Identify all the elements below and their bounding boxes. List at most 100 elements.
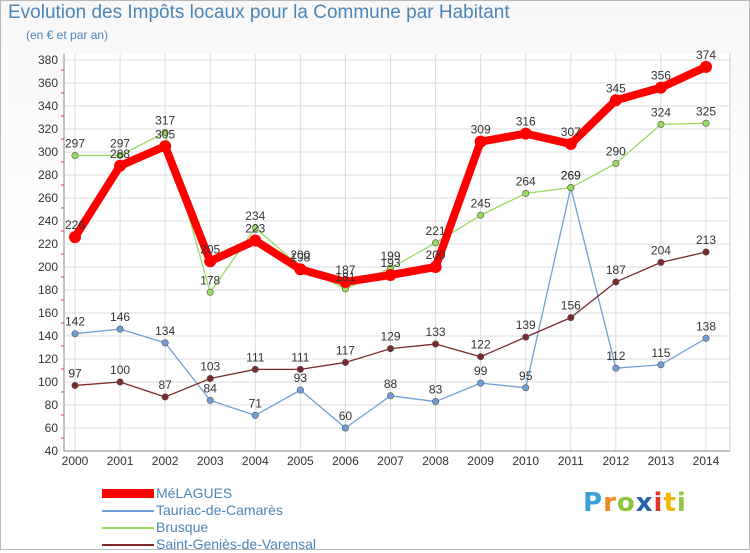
data-label-melagues: 305 bbox=[155, 127, 175, 141]
x-tick-label: 2014 bbox=[693, 454, 720, 468]
data-label-melagues: 345 bbox=[606, 81, 626, 95]
point-brusque bbox=[251, 224, 259, 232]
data-label-saint-genies-de-varensal: 111 bbox=[291, 350, 310, 364]
data-label-tauriac-de-camares: 146 bbox=[110, 310, 130, 324]
proxiti-logo: Proxiti bbox=[583, 488, 687, 518]
data-label-tauriac-de-camares: 134 bbox=[155, 324, 175, 338]
x-tick-label: 2001 bbox=[107, 454, 134, 468]
data-label-melagues: 374 bbox=[696, 48, 716, 62]
chart-subtitle: (en € et par an) bbox=[26, 28, 109, 42]
legend-swatch bbox=[102, 527, 154, 529]
data-label-melagues: 205 bbox=[200, 242, 220, 256]
data-label-melagues: 198 bbox=[290, 250, 310, 264]
point-melagues bbox=[474, 135, 487, 148]
data-label-melagues: 316 bbox=[516, 115, 536, 129]
legend-label: Tauriac-de-Camarès bbox=[156, 502, 283, 518]
point-brusque bbox=[702, 119, 710, 127]
y-tick-label: 220 bbox=[38, 237, 58, 251]
data-label-saint-genies-de-varensal: 139 bbox=[516, 318, 536, 332]
data-label-brusque: 200 bbox=[290, 248, 310, 262]
legend-swatch bbox=[102, 544, 154, 546]
legend-label: MéLAGUES bbox=[156, 485, 233, 501]
data-label-saint-genies-de-varensal: 122 bbox=[471, 338, 491, 352]
point-brusque bbox=[657, 120, 665, 128]
logo-letter: t bbox=[663, 488, 677, 518]
logo-letter: P bbox=[583, 488, 604, 518]
point-saint-genies-de-varensal bbox=[206, 375, 214, 383]
logo-letter: i bbox=[676, 488, 687, 518]
data-label-brusque: 234 bbox=[245, 209, 265, 223]
data-label-melagues: 226 bbox=[65, 218, 85, 232]
data-label-brusque: 181 bbox=[335, 270, 355, 284]
y-tick-label: 160 bbox=[38, 306, 58, 320]
y-tick-label: 280 bbox=[38, 168, 58, 182]
point-brusque bbox=[116, 151, 124, 159]
x-tick-label: 2006 bbox=[332, 454, 359, 468]
data-label-saint-genies-de-varensal: 213 bbox=[696, 233, 716, 247]
point-melagues bbox=[339, 275, 352, 288]
point-melagues bbox=[159, 140, 172, 153]
legend-label: Saint-Geniès-de-Varensal bbox=[156, 536, 317, 552]
logo-letter: o bbox=[616, 488, 636, 518]
data-label-melagues: 288 bbox=[110, 147, 130, 161]
y-tick-label: 380 bbox=[38, 53, 58, 67]
x-tick-label: 2010 bbox=[512, 454, 539, 468]
data-label-brusque: 297 bbox=[110, 136, 130, 150]
x-tick-label: 2013 bbox=[648, 454, 675, 468]
data-label-melagues: 193 bbox=[380, 256, 400, 270]
legend-label: Brusque bbox=[156, 519, 209, 535]
data-label-saint-genies-de-varensal: 129 bbox=[380, 330, 400, 344]
point-melagues bbox=[114, 159, 127, 172]
logo-letter: r bbox=[603, 488, 617, 518]
point-tauriac-de-camares bbox=[71, 330, 79, 338]
data-label-saint-genies-de-varensal: 204 bbox=[651, 243, 671, 257]
point-tauriac-de-camares bbox=[341, 424, 349, 432]
data-label-melagues: 187 bbox=[335, 263, 355, 277]
data-label-saint-genies-de-varensal: 87 bbox=[158, 378, 172, 392]
data-label-tauriac-de-camares: 269 bbox=[561, 169, 581, 183]
point-melagues bbox=[69, 231, 81, 244]
data-label-saint-genies-de-varensal: 100 bbox=[110, 363, 130, 377]
point-brusque bbox=[432, 239, 440, 247]
point-saint-genies-de-varensal bbox=[702, 248, 710, 256]
point-tauriac-de-camares bbox=[432, 398, 440, 406]
data-label-brusque: 178 bbox=[200, 273, 220, 287]
data-label-tauriac-de-camares: 83 bbox=[429, 383, 443, 397]
y-tick-label: 40 bbox=[45, 444, 59, 458]
data-label-melagues: 307 bbox=[561, 125, 581, 139]
y-tick-label: 320 bbox=[38, 122, 58, 136]
point-saint-genies-de-varensal bbox=[657, 258, 665, 266]
data-label-tauriac-de-camares: 138 bbox=[696, 319, 716, 333]
plot-area bbox=[64, 54, 730, 451]
point-brusque bbox=[567, 184, 575, 192]
point-brusque bbox=[522, 189, 530, 197]
data-label-tauriac-de-camares: 88 bbox=[384, 377, 398, 391]
data-label-tauriac-de-camares: 99 bbox=[474, 364, 488, 378]
data-label-saint-genies-de-varensal: 156 bbox=[561, 299, 581, 313]
data-label-brusque: 325 bbox=[696, 104, 716, 118]
data-label-tauriac-de-camares: 142 bbox=[65, 315, 85, 329]
x-tick-label: 2012 bbox=[603, 454, 630, 468]
data-label-brusque: 297 bbox=[65, 136, 85, 150]
axes: 40 60 80 100 120 140 160 180 200 220 240 260 280 300 3… bbox=[38, 53, 731, 468]
data-label-melagues: 309 bbox=[471, 123, 491, 137]
point-saint-genies-de-varensal bbox=[116, 378, 124, 386]
point-tauriac-de-camares bbox=[206, 396, 214, 404]
data-label-tauriac-de-camares: 115 bbox=[651, 346, 670, 360]
y-tick-label: 360 bbox=[38, 76, 58, 90]
y-tick-label: 340 bbox=[38, 99, 58, 113]
point-melagues bbox=[564, 137, 577, 150]
y-tick-label: 80 bbox=[45, 398, 59, 412]
data-label-brusque: 269 bbox=[561, 169, 581, 183]
point-saint-genies-de-varensal bbox=[296, 365, 304, 373]
point-melagues bbox=[204, 255, 217, 268]
x-tick-label: 2007 bbox=[377, 454, 404, 468]
y-tick-label: 240 bbox=[38, 214, 58, 228]
x-tick-label: 2004 bbox=[242, 454, 269, 468]
point-tauriac-de-camares bbox=[477, 379, 485, 387]
point-saint-genies-de-varensal bbox=[341, 358, 349, 366]
x-tick-label: 2003 bbox=[197, 454, 224, 468]
y-tick-label: 60 bbox=[45, 421, 59, 435]
x-tick-label: 2000 bbox=[62, 454, 89, 468]
point-tauriac-de-camares bbox=[116, 325, 124, 333]
